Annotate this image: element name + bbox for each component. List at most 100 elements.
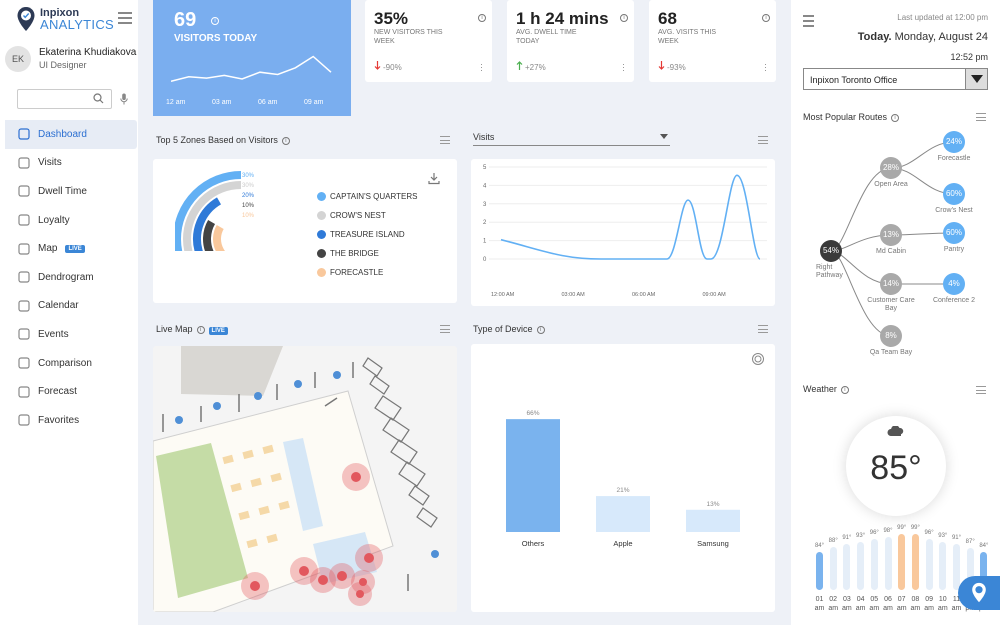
- user-role: UI Designer: [39, 60, 87, 70]
- sidebar-item-label: Favorites: [38, 414, 80, 426]
- hourly-time-label: 05 am: [867, 595, 881, 613]
- info-icon[interactable]: i: [891, 113, 900, 122]
- more-options-icon[interactable]: · · ·: [622, 59, 625, 75]
- live-map[interactable]: [153, 346, 457, 612]
- current-temperature: 85°: [870, 449, 922, 487]
- kpi-label: NEW VISITORS THIS WEEK: [374, 29, 443, 45]
- sidebar-item-dendrogram[interactable]: Dendrogram: [5, 263, 137, 292]
- device-bar-chart: 66% Others 21% Apple 13% Samsung: [506, 410, 740, 548]
- route-label: Right Pathway: [816, 264, 843, 279]
- kpi-delta: -90%: [374, 61, 402, 72]
- chevron-down-icon: [971, 75, 983, 83]
- hour-number: 06: [884, 596, 892, 603]
- visitors-tick-label: 03 am: [212, 99, 232, 106]
- route-node[interactable]: 13%: [880, 224, 902, 246]
- route-node[interactable]: 4%: [943, 273, 965, 295]
- sidebar-item-calendar[interactable]: Calendar: [5, 292, 137, 321]
- kpi-card[interactable]: 68 AVG. VISITS THIS WEEK -93% i · · ·: [649, 0, 776, 82]
- visitors-today-card[interactable]: 69 i VISITORS TODAY 12 am 03 am 06 am 09 am: [153, 0, 351, 116]
- route-node[interactable]: 54%: [820, 240, 842, 262]
- legend-label: FORECASTLE: [330, 268, 384, 277]
- route-label: Open Area: [874, 181, 908, 188]
- hourly-temp-bar: [953, 543, 960, 590]
- hourly-temp-bar: [911, 534, 919, 590]
- sidebar-item-map[interactable]: Map LIVE: [5, 234, 137, 263]
- weather-menu-icon[interactable]: [976, 386, 986, 394]
- hourly-temp-bar: [939, 541, 947, 590]
- routes-menu-icon[interactable]: [976, 113, 986, 121]
- search-icon[interactable]: [93, 93, 104, 104]
- panel-menu-icon[interactable]: [803, 15, 814, 27]
- more-options-icon[interactable]: · · ·: [480, 59, 483, 75]
- kpi-card[interactable]: 1 h 24 mins AVG. DWELL TIME TODAY +27% i · · ·: [507, 0, 634, 82]
- visitors-today-label: VISITORS TODAY: [174, 33, 258, 44]
- info-icon[interactable]: i: [840, 385, 849, 394]
- location-value: Inpixon Toronto Office: [810, 75, 898, 85]
- route-label: Md Cabin: [876, 248, 906, 255]
- visits-menu-icon[interactable]: [758, 136, 768, 144]
- hour-period: am: [896, 605, 907, 612]
- search-input[interactable]: [17, 89, 112, 109]
- hourly-temp-label: 84°: [814, 542, 825, 549]
- info-icon[interactable]: i: [211, 17, 219, 25]
- calendar-icon: [18, 300, 30, 312]
- sidebar-item-loyalty[interactable]: Loyalty: [5, 206, 137, 235]
- hourly-temp-bar: [966, 547, 974, 590]
- sidebar-item-visits[interactable]: Visits: [5, 149, 137, 178]
- dendrogram-icon: [18, 271, 30, 283]
- kpi-value: 68: [658, 9, 677, 28]
- kpi-card[interactable]: 35% NEW VISITORS THIS WEEK -90% i · · ·: [365, 0, 492, 82]
- visits-title: Visits: [473, 132, 495, 142]
- sidebar-item-forecast[interactable]: Forecast: [5, 377, 137, 406]
- info-icon[interactable]: i: [478, 14, 486, 22]
- menu-toggle-icon[interactable]: [118, 12, 132, 24]
- zones-menu-icon[interactable]: [440, 136, 450, 144]
- sidebar-item-favorites[interactable]: Favorites: [5, 406, 137, 435]
- hourly-time-label: 11 am: [950, 595, 964, 613]
- user-profile[interactable]: EK Ekaterina Khudiakova UI Designer: [5, 46, 136, 72]
- microphone-icon[interactable]: [120, 93, 128, 105]
- sidebar-item-dwell-time[interactable]: Dwell Time: [5, 177, 137, 206]
- legend-swatch: [317, 268, 326, 277]
- chevron-down-icon[interactable]: [660, 134, 668, 139]
- sidebar-item-comparison[interactable]: Comparison: [5, 349, 137, 378]
- kpi-delta: -93%: [658, 61, 686, 72]
- sidebar-item-label: Visits: [38, 157, 62, 169]
- location-dropdown-button[interactable]: [965, 69, 987, 89]
- help-widget-button[interactable]: [958, 576, 1000, 610]
- info-icon[interactable]: i: [620, 14, 628, 22]
- sidebar-item-dashboard[interactable]: Dashboard: [5, 120, 137, 149]
- route-node[interactable]: 8%: [880, 325, 902, 347]
- hourly-time-label: 02 am: [826, 595, 840, 613]
- sidebar-item-label: Comparison: [38, 357, 92, 369]
- x-tick-label: 09:00 AM: [703, 292, 727, 298]
- route-node[interactable]: 60%: [943, 222, 965, 244]
- info-icon[interactable]: i: [196, 325, 205, 334]
- heart-icon: [18, 414, 30, 426]
- hourly-temp-bar: [925, 539, 933, 590]
- route-node[interactable]: 28%: [880, 157, 902, 179]
- bar-value-label: 13%: [706, 501, 719, 508]
- temperature-dial: 85°: [846, 416, 946, 516]
- floorplan-map[interactable]: [153, 346, 457, 612]
- route-node[interactable]: 60%: [943, 183, 965, 205]
- device-menu-icon[interactable]: [758, 325, 768, 333]
- route-node[interactable]: 24%: [943, 131, 965, 153]
- info-icon[interactable]: i: [762, 14, 770, 22]
- cloud-icon: [887, 426, 904, 436]
- map-icon: [18, 243, 30, 255]
- info-icon[interactable]: i: [281, 136, 290, 145]
- hourly-temp-bar: [829, 546, 837, 590]
- hour-period: am: [883, 605, 893, 612]
- download-icon[interactable]: [428, 172, 440, 185]
- live-badge: LIVE: [65, 244, 85, 253]
- y-tick-label: 1: [483, 239, 487, 245]
- livemap-menu-icon[interactable]: [440, 325, 450, 333]
- location-select[interactable]: Inpixon Toronto Office: [803, 68, 988, 90]
- info-icon[interactable]: i: [536, 325, 545, 334]
- refresh-icon[interactable]: [751, 352, 765, 366]
- brand-logo[interactable]: Inpixon ANALYTICS: [16, 6, 114, 32]
- more-options-icon[interactable]: · · ·: [764, 59, 767, 75]
- route-node[interactable]: 14%: [880, 273, 902, 295]
- sidebar-item-events[interactable]: Events: [5, 320, 137, 349]
